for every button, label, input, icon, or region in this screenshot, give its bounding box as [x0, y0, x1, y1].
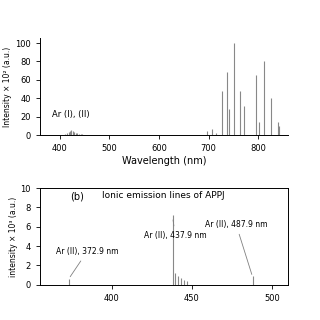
Text: Ar (II), 437.9 nm: Ar (II), 437.9 nm: [144, 220, 207, 240]
Y-axis label: Intensity × 10² (a.u.): Intensity × 10² (a.u.): [4, 47, 12, 127]
Text: Ar (II), 487.9 nm: Ar (II), 487.9 nm: [205, 220, 267, 275]
Text: (b): (b): [70, 191, 84, 201]
Text: Ar (II), 372.9 nm: Ar (II), 372.9 nm: [56, 247, 118, 277]
X-axis label: Wavelength (nm): Wavelength (nm): [122, 156, 206, 166]
Text: Ionic emission lines of APPJ: Ionic emission lines of APPJ: [102, 191, 225, 200]
Text: Ar (I), (II): Ar (I), (II): [52, 110, 90, 119]
Y-axis label: intensity × 10³ (a.u.): intensity × 10³ (a.u.): [9, 196, 18, 276]
